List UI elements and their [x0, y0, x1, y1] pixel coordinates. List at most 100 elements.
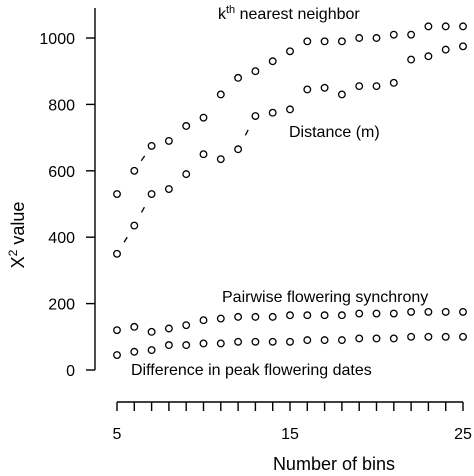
series-0 — [113, 22, 467, 198]
data-point — [424, 332, 433, 341]
data-point — [355, 34, 364, 42]
data-point — [320, 336, 329, 345]
data-point — [372, 34, 381, 42]
data-point — [234, 312, 243, 321]
data-point — [164, 341, 173, 350]
data-point — [303, 85, 312, 94]
series-label-knn: kth nearest neighbor — [218, 4, 360, 23]
series-segment — [140, 206, 145, 213]
series-label-synchrony: Pairwise flowering synchrony — [222, 289, 428, 306]
data-point — [268, 57, 277, 66]
data-point — [407, 55, 416, 64]
data-point — [199, 339, 208, 348]
data-point — [251, 312, 260, 321]
data-point — [303, 311, 312, 320]
data-point — [459, 42, 467, 51]
data-point — [268, 312, 277, 321]
data-point — [164, 185, 173, 194]
data-point — [147, 141, 156, 150]
data-point — [441, 332, 450, 341]
data-point — [251, 112, 260, 120]
data-point — [164, 324, 173, 333]
data-point — [199, 150, 208, 159]
y-tick-label: 1000 — [39, 31, 75, 48]
data-point — [216, 90, 225, 99]
series-1 — [113, 42, 467, 258]
data-point — [216, 314, 225, 323]
data-point — [130, 347, 139, 356]
data-point — [459, 22, 467, 31]
data-point — [113, 249, 121, 258]
data-point — [113, 351, 121, 360]
series-label-peak-difference: Difference in peak flowering dates — [131, 362, 372, 379]
series-label-distance: Distance (m) — [289, 124, 380, 141]
data-point — [286, 337, 294, 346]
data-point — [268, 108, 277, 117]
data-point — [337, 37, 346, 46]
data-point — [320, 83, 329, 92]
data-point — [459, 307, 467, 316]
data-point — [424, 22, 433, 31]
data-point — [441, 22, 450, 31]
data-point — [268, 337, 277, 346]
axes: 0 200 400 600 800 1000 5 15 25 — [39, 8, 472, 443]
data-point — [459, 332, 467, 341]
data-point — [147, 190, 156, 198]
data-point — [337, 336, 346, 345]
data-point — [182, 122, 191, 130]
data-point — [424, 307, 433, 316]
data-point — [372, 82, 381, 91]
data-point — [303, 37, 312, 46]
data-point — [182, 321, 191, 330]
data-point — [113, 190, 121, 198]
data-point — [407, 30, 416, 39]
data-point — [372, 334, 381, 343]
data-point — [407, 307, 416, 316]
x-axis-title: Number of bins — [273, 454, 395, 474]
chart-marks — [113, 22, 467, 360]
data-point — [130, 166, 139, 175]
data-point — [147, 327, 156, 336]
data-point — [199, 113, 208, 122]
data-point — [216, 339, 225, 348]
series-segment — [140, 155, 146, 162]
data-point — [320, 37, 329, 46]
data-point — [234, 73, 243, 82]
data-point — [337, 90, 346, 99]
series-segment — [244, 129, 249, 136]
series-2 — [113, 307, 467, 336]
data-point — [441, 307, 450, 316]
data-point — [407, 332, 416, 341]
data-point — [216, 155, 225, 164]
y-tick-label: 0 — [66, 363, 75, 380]
y-tick-label: 800 — [48, 97, 75, 114]
data-point — [286, 311, 294, 320]
data-point — [251, 67, 260, 76]
data-point — [234, 145, 243, 154]
data-point — [424, 52, 433, 61]
series-3 — [113, 332, 467, 360]
y-tick-label: 600 — [48, 164, 75, 181]
data-point — [355, 334, 364, 343]
data-point — [130, 322, 139, 331]
data-point — [182, 341, 191, 350]
data-point — [130, 221, 139, 230]
data-point — [286, 105, 294, 114]
y-tick-label: 200 — [48, 297, 75, 314]
data-point — [251, 337, 260, 346]
x-tick-label: 5 — [113, 426, 122, 443]
data-point — [372, 309, 381, 318]
data-point — [389, 334, 398, 343]
data-point — [355, 82, 364, 91]
data-point — [389, 78, 398, 87]
data-point — [303, 336, 312, 345]
data-point — [389, 309, 398, 318]
series-segment — [123, 236, 128, 243]
data-point — [286, 47, 294, 56]
data-point — [164, 136, 173, 145]
data-point — [337, 311, 346, 320]
x-tick-label: 25 — [454, 426, 472, 443]
data-point — [182, 170, 191, 179]
data-point — [147, 346, 156, 355]
